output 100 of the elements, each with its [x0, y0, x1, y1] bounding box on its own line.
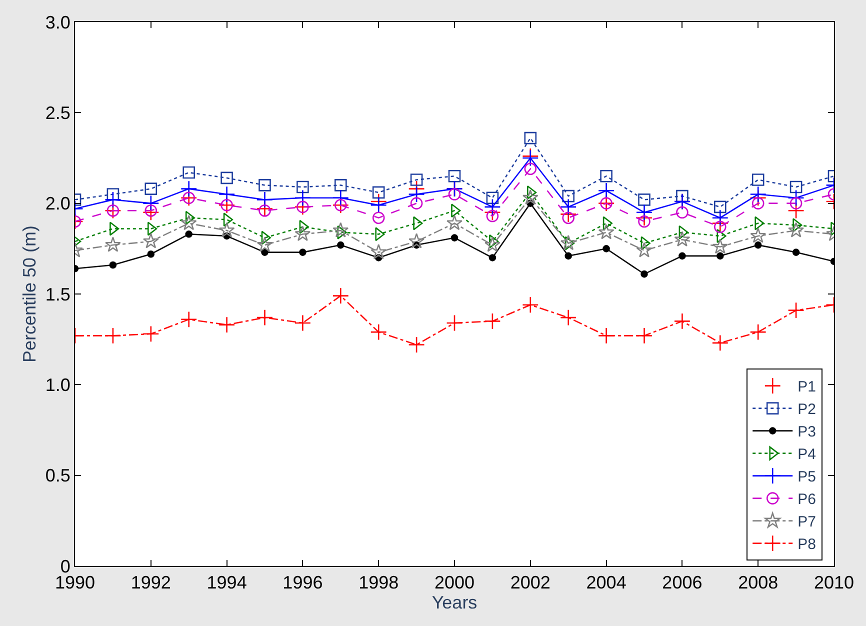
point	[562, 190, 574, 202]
point	[788, 302, 804, 319]
point	[180, 311, 198, 328]
x-tick-label: 1992	[130, 572, 171, 593]
point	[752, 197, 764, 210]
point	[560, 234, 576, 250]
legend-label: P5	[798, 468, 816, 486]
point	[486, 192, 499, 204]
point	[750, 186, 766, 203]
x-tick-label: 2000	[434, 572, 475, 593]
legend-label: P8	[798, 536, 816, 554]
point	[522, 190, 538, 205]
point	[602, 245, 610, 252]
point	[408, 233, 425, 248]
y-tick-label: 3.0	[45, 12, 70, 32]
point	[448, 188, 461, 200]
point	[522, 296, 539, 314]
point	[299, 248, 306, 256]
point	[256, 309, 274, 326]
point	[712, 209, 728, 226]
point	[332, 190, 349, 206]
point	[144, 204, 158, 217]
point	[261, 248, 268, 256]
point	[446, 314, 463, 332]
point	[450, 234, 458, 242]
point	[446, 214, 462, 230]
x-tick-label: 2010	[814, 572, 854, 593]
point	[750, 324, 766, 340]
point	[484, 236, 500, 252]
point	[408, 186, 425, 203]
x-tick-label: 2004	[586, 572, 626, 593]
point	[598, 327, 615, 344]
point	[790, 180, 802, 194]
point	[370, 324, 387, 340]
point	[524, 162, 537, 176]
point	[788, 190, 804, 206]
point	[332, 222, 349, 238]
point	[370, 244, 387, 260]
point	[258, 204, 271, 217]
point	[560, 309, 577, 326]
point	[144, 182, 158, 195]
point	[752, 174, 764, 186]
point	[754, 241, 762, 249]
point	[142, 233, 159, 248]
point	[714, 200, 726, 214]
point	[792, 248, 800, 256]
point	[636, 242, 652, 258]
point	[484, 198, 501, 216]
point	[712, 334, 728, 352]
point	[104, 327, 122, 344]
point	[104, 191, 122, 208]
point	[294, 226, 311, 242]
point	[790, 197, 802, 210]
point	[598, 224, 614, 240]
x-tick-label: 2002	[510, 572, 550, 593]
point	[372, 186, 385, 199]
point	[180, 214, 197, 230]
y-tick-label: 1.5	[45, 284, 70, 304]
point	[640, 270, 648, 278]
point	[486, 210, 499, 222]
point	[337, 241, 344, 249]
point	[598, 182, 615, 199]
point	[524, 132, 537, 144]
y-tick-label: 2.0	[45, 194, 70, 214]
legend-label: P4	[798, 446, 816, 464]
point	[218, 186, 236, 203]
point	[334, 179, 347, 192]
point	[142, 194, 160, 212]
y-tick-label: 1.0	[45, 374, 70, 395]
legend-label: P3	[798, 424, 816, 441]
point	[560, 198, 577, 216]
point	[256, 191, 274, 208]
point	[674, 231, 690, 246]
point	[180, 180, 198, 198]
point	[788, 222, 804, 238]
point	[109, 261, 117, 269]
point	[410, 197, 423, 210]
point	[488, 254, 496, 262]
point	[147, 250, 155, 258]
legend-label: P7	[798, 514, 816, 531]
y-tick-label: 0.5	[45, 466, 70, 486]
point	[636, 327, 653, 344]
point	[370, 196, 387, 214]
x-tick-label: 1998	[358, 572, 399, 593]
point	[676, 206, 688, 219]
x-tick-label: 2006	[662, 572, 702, 593]
y-axis-title: Percentile 50 (m)	[20, 225, 40, 363]
point	[104, 236, 121, 252]
point	[750, 228, 766, 243]
point	[218, 316, 236, 334]
point	[185, 230, 192, 238]
x-axis-title: Years	[432, 592, 478, 613]
point	[332, 287, 349, 304]
x-tick-label: 2008	[738, 572, 778, 593]
point	[408, 336, 425, 354]
point	[638, 194, 650, 206]
point	[142, 326, 160, 342]
point	[218, 222, 235, 238]
point	[258, 179, 271, 192]
legend-label: P6	[798, 491, 816, 508]
